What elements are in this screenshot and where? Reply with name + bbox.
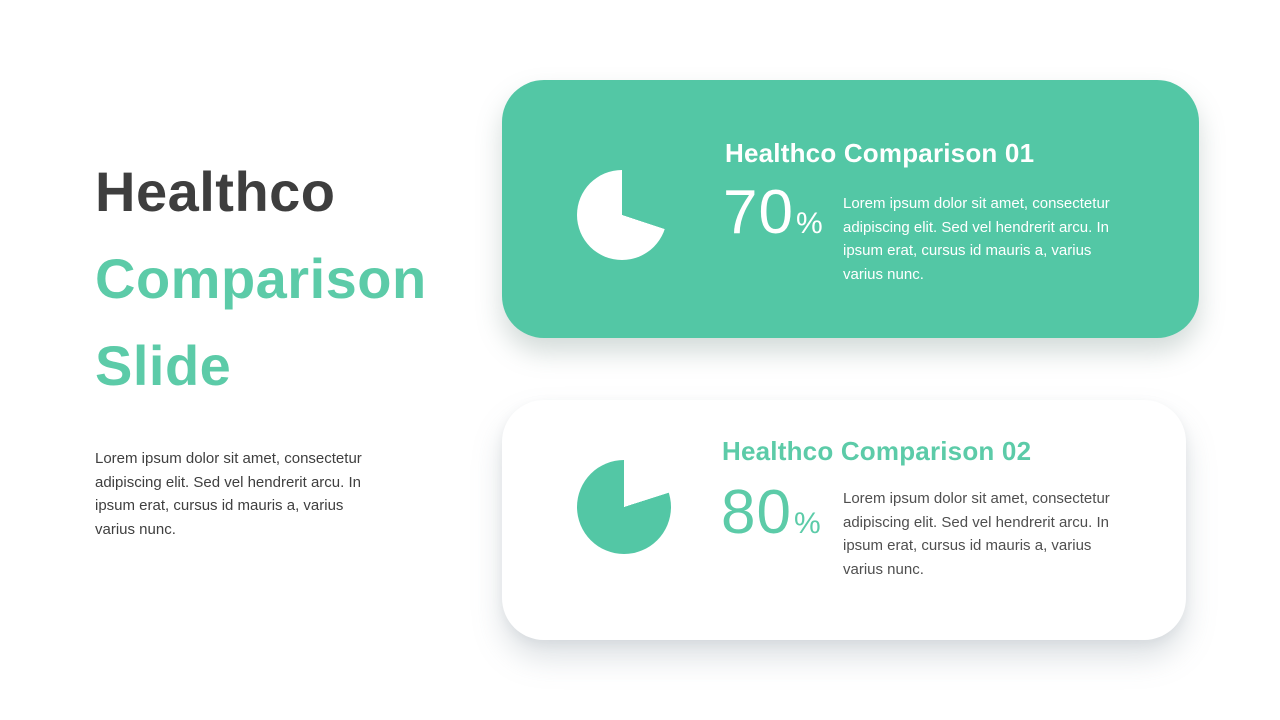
comparison-card-1: Healthco Comparison 01 70 % Lorem ipsum … [502,80,1199,338]
slide-description: Lorem ipsum dolor sit amet, consectetur … [95,450,362,538]
card-1-percentage: 70 % [723,182,823,244]
slide-title-line-3: Slide [95,334,232,397]
slide-title-line-1: Healthco [95,160,336,223]
card-2-description: Lorem ipsum dolor sit amet, consectetur … [843,490,1110,578]
slide-title-line-2: Comparison [95,247,427,310]
pie-chart-icon [577,170,667,260]
card-1-title: Healthco Comparison 01 [725,138,1035,168]
card-2-title: Healthco Comparison 02 [722,436,1032,466]
percent-sign: % [793,507,821,540]
comparison-card-2: Healthco Comparison 02 80 % Lorem ipsum … [502,400,1186,640]
card-2-percentage: 80 % [721,482,821,544]
percent-value: 80 [721,478,792,547]
percent-sign: % [795,207,823,240]
pie-chart-icon [577,460,671,554]
card-1-description: Lorem ipsum dolor sit amet, consectetur … [843,195,1110,283]
slide-title: Healthco Comparison Slide [95,148,427,409]
percent-value: 70 [723,178,794,247]
